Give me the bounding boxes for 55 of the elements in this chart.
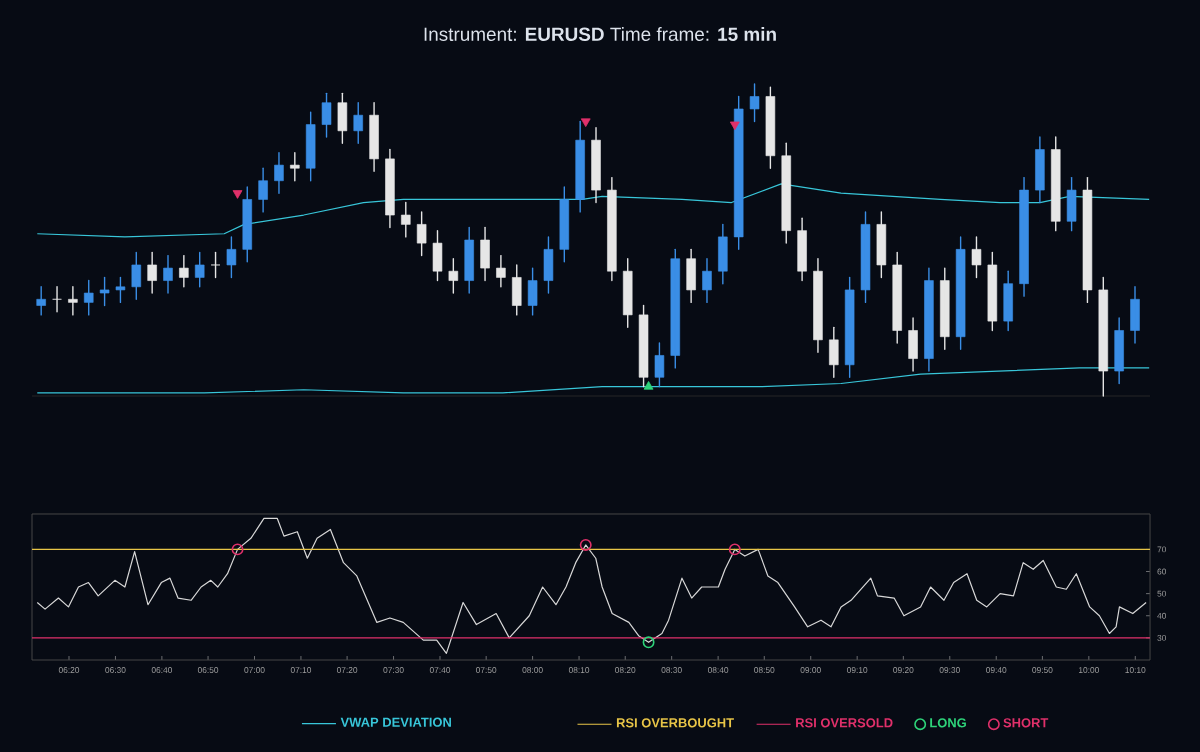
candlestick: [1098, 276, 1109, 397]
candlestick: [622, 258, 633, 329]
point: [643, 381, 654, 390]
point: [642, 636, 655, 649]
candlestick: [401, 201, 411, 238]
candlestick: [543, 236, 554, 294]
point: [729, 121, 740, 131]
candlestick: [290, 151, 300, 182]
candlestick: [955, 236, 966, 350]
candlestick: [337, 92, 348, 144]
candlestick: [559, 186, 570, 263]
candlestick: [765, 86, 776, 169]
candlestick: [1082, 176, 1093, 304]
candlestick: [638, 304, 649, 388]
candlestick: [496, 254, 506, 288]
candlestick: [654, 342, 665, 388]
candlestick: [733, 95, 744, 251]
line-series: [36, 517, 1147, 654]
candlestick: [1050, 136, 1061, 232]
point: [232, 190, 243, 199]
candlestick: [416, 211, 427, 257]
chart-title: Instrument: EURUSD Time frame: 15 min: [424, 27, 776, 41]
candlestick: [670, 248, 681, 369]
candlestick: [527, 267, 538, 316]
candlestick: [83, 279, 94, 316]
candlestick: [448, 258, 459, 294]
candlestick: [1066, 176, 1077, 232]
candlestick: [892, 251, 902, 344]
candlestick: [179, 254, 189, 288]
candlestick: [163, 254, 173, 294]
candlestick: [305, 111, 316, 182]
point: [728, 543, 741, 556]
candlestick: [242, 186, 253, 263]
candlestick: [131, 251, 142, 300]
candlestick: [68, 286, 78, 316]
candlestick: [226, 236, 237, 279]
candlestick: [971, 236, 982, 279]
candlestick: [115, 276, 126, 304]
candlestick: [210, 251, 221, 279]
candlestick: [353, 102, 363, 144]
candlestick: [511, 264, 522, 316]
candlestick: [876, 211, 887, 279]
point: [231, 543, 244, 556]
candlestick: [99, 276, 110, 307]
candlestick: [987, 251, 998, 332]
candlestick: [860, 211, 871, 304]
candlestick: [194, 251, 205, 288]
candlestick: [781, 142, 791, 244]
point: [580, 118, 591, 128]
candlestick: [432, 229, 443, 282]
candlestick: [940, 267, 950, 350]
candlestick: [844, 276, 855, 378]
candlestick: [321, 92, 332, 138]
candlestick: [749, 83, 760, 123]
point: [579, 538, 592, 551]
